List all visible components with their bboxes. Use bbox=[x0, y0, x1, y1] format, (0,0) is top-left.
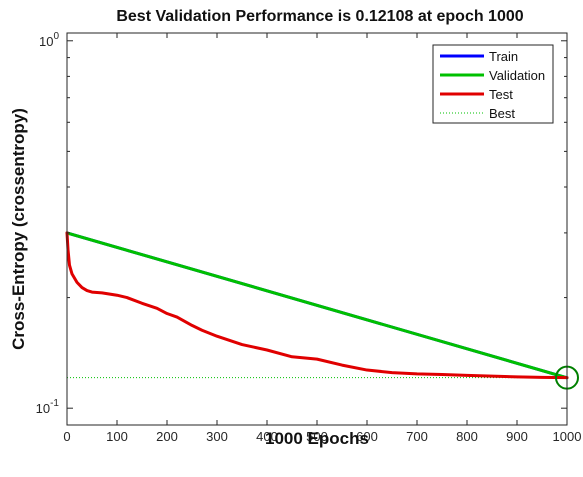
y-axis-label: Cross-Entropy (crossentropy) bbox=[9, 108, 28, 350]
x-tick-label: 500 bbox=[306, 429, 328, 444]
legend-label-best: Best bbox=[489, 106, 515, 121]
legend-box bbox=[432, 44, 554, 124]
x-tick-label: 1000 bbox=[553, 429, 582, 444]
x-tick-label: 100 bbox=[106, 429, 128, 444]
chart-title: Best Validation Performance is 0.12108 a… bbox=[116, 8, 523, 25]
x-tick-label: 300 bbox=[206, 429, 228, 444]
x-tick-label: 200 bbox=[156, 429, 178, 444]
y-tick-base: 10 bbox=[39, 34, 53, 49]
data-layer bbox=[65, 33, 579, 425]
x-tick-label: 800 bbox=[456, 429, 478, 444]
y-tick-base: 10 bbox=[36, 401, 50, 416]
x-tick-label: 0 bbox=[63, 429, 70, 444]
plot-frame bbox=[66, 32, 568, 426]
y-tick-label: 10-1 bbox=[36, 398, 60, 416]
legend-label-train: Train bbox=[489, 49, 518, 64]
x-tick-label: 900 bbox=[506, 429, 528, 444]
x-tick-label: 400 bbox=[256, 429, 278, 444]
legend: Train Validation Test Best bbox=[432, 44, 554, 124]
legend-label-validation: Validation bbox=[489, 68, 545, 83]
series-line-test bbox=[65, 231, 569, 380]
x-tick-label: 700 bbox=[406, 429, 428, 444]
y-tick-label: 100 bbox=[39, 31, 59, 49]
legend-label-test: Test bbox=[489, 87, 513, 102]
x-axis-label: 1000 Epochs bbox=[265, 429, 369, 448]
series-line-validation bbox=[65, 231, 569, 380]
y-tick-exponent: 0 bbox=[53, 31, 59, 42]
x-tick-label: 600 bbox=[356, 429, 378, 444]
y-tick-exponent: -1 bbox=[50, 398, 59, 409]
